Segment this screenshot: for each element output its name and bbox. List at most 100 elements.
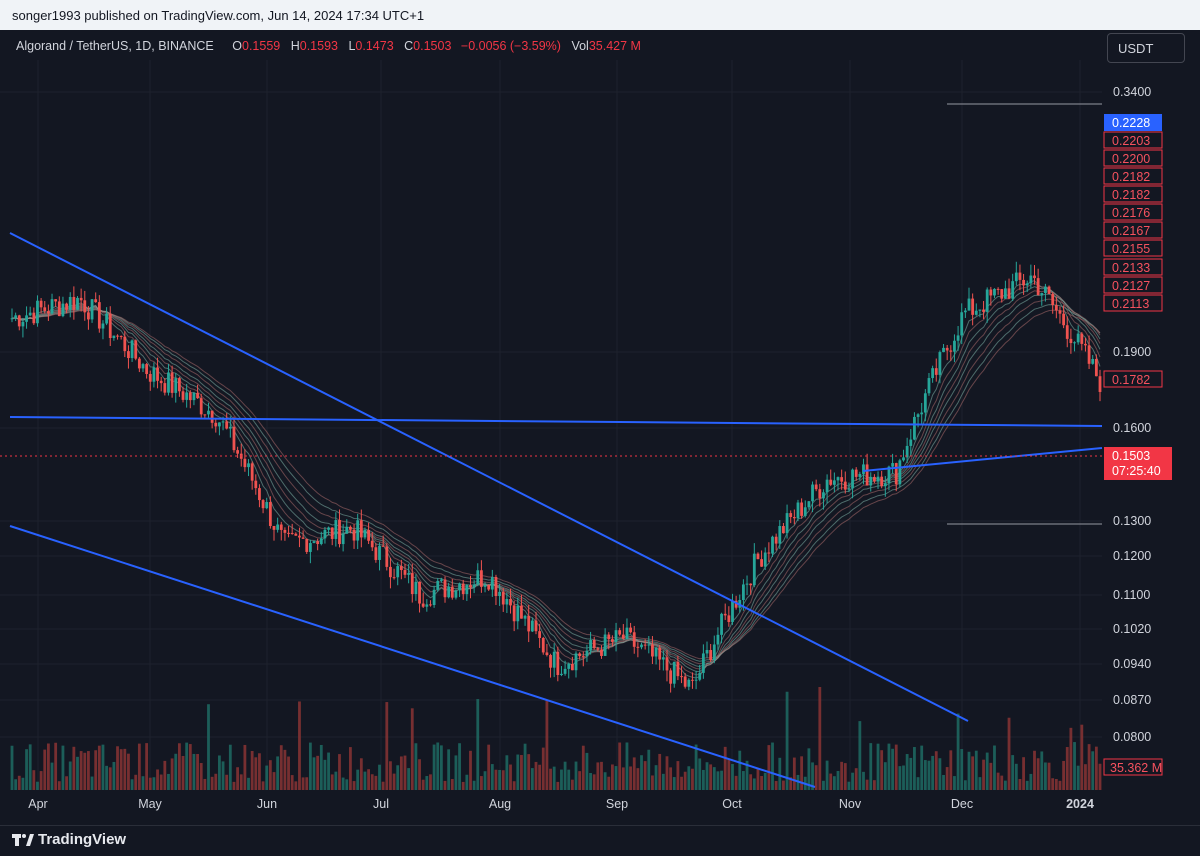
volume-bar bbox=[494, 769, 498, 790]
volume-bar bbox=[247, 777, 250, 790]
candle-body bbox=[1022, 279, 1025, 286]
candle-body bbox=[72, 296, 76, 310]
volume-bar bbox=[640, 755, 643, 790]
candle-body bbox=[1003, 288, 1007, 299]
ema-line bbox=[11, 304, 1101, 662]
candle-body bbox=[141, 364, 145, 369]
volume-bar bbox=[378, 764, 381, 790]
volume-bar bbox=[782, 780, 785, 790]
high-label: H bbox=[290, 39, 300, 53]
candle-body bbox=[407, 573, 411, 575]
volume-bar bbox=[174, 753, 178, 790]
volume-bar bbox=[996, 772, 1000, 790]
volume-bar bbox=[909, 757, 913, 790]
time-axis-label: Nov bbox=[839, 797, 862, 811]
volume-bar bbox=[723, 746, 727, 790]
price-tag-label: 0.2167 bbox=[1112, 224, 1150, 238]
volume-bar bbox=[432, 744, 436, 790]
candle-body bbox=[352, 529, 356, 541]
volume-bar bbox=[61, 745, 65, 790]
volume-bar bbox=[756, 768, 760, 790]
volume-bar bbox=[552, 766, 556, 790]
candle-body bbox=[763, 552, 767, 567]
candle-body bbox=[374, 547, 378, 560]
candle-body bbox=[1087, 345, 1091, 364]
countdown-label: 07:25:40 bbox=[1112, 464, 1161, 478]
candle-body bbox=[1011, 281, 1015, 299]
candle-body bbox=[105, 313, 109, 324]
volume-bar bbox=[403, 755, 407, 790]
volume-bar bbox=[119, 749, 123, 790]
candle-body bbox=[523, 615, 527, 619]
candle-body bbox=[268, 502, 272, 526]
candle-body bbox=[14, 315, 18, 319]
candle-body bbox=[589, 640, 592, 651]
candle-body bbox=[316, 541, 320, 545]
ohlc-legend: Algorand / TetherUS, 1D, BINANCE O0.1559… bbox=[16, 39, 641, 53]
candle-body bbox=[654, 647, 658, 657]
volume-bar bbox=[399, 756, 403, 790]
vol-label: Vol bbox=[571, 39, 589, 53]
volume-bar bbox=[789, 777, 793, 790]
volume-bar bbox=[327, 752, 330, 790]
volume-bar bbox=[334, 771, 338, 790]
candle-body bbox=[232, 426, 236, 451]
candle-body bbox=[789, 513, 793, 518]
price-tag-label: 0.2182 bbox=[1112, 170, 1150, 184]
volume-bar bbox=[687, 766, 691, 790]
volume-bar bbox=[319, 744, 323, 790]
volume-bar bbox=[698, 758, 702, 790]
candle-body bbox=[1054, 305, 1058, 311]
candle-body bbox=[192, 393, 196, 401]
volume-bar bbox=[891, 748, 894, 790]
volume-bar bbox=[250, 751, 254, 790]
candle-body bbox=[1091, 358, 1095, 364]
candle-body bbox=[600, 649, 603, 656]
candle-body bbox=[279, 524, 283, 530]
candle-body bbox=[676, 661, 680, 677]
volume-bar bbox=[982, 759, 985, 790]
price-tag-label: 0.2200 bbox=[1112, 152, 1150, 166]
candle-body bbox=[651, 644, 654, 657]
price-tag-label: 0.2182 bbox=[1112, 188, 1150, 202]
attribution-bar: songer1993 published on TradingView.com,… bbox=[0, 0, 1200, 30]
volume-bar bbox=[305, 777, 309, 790]
volume-bar bbox=[523, 743, 527, 790]
volume-bar bbox=[279, 745, 283, 790]
volume-bar bbox=[498, 769, 501, 790]
volume-bar bbox=[112, 761, 116, 790]
volume-bar bbox=[192, 753, 196, 790]
volume-bar bbox=[654, 765, 658, 790]
chart-area[interactable]: 0.3400 0.1900 0.1600 0.1300 0.1200 0.1100 0.10… bbox=[0, 30, 1200, 825]
candle-body bbox=[985, 289, 989, 312]
candle-body bbox=[782, 526, 785, 534]
volume-bar bbox=[43, 749, 47, 790]
price-tag-label: 0.2127 bbox=[1112, 279, 1150, 293]
volume-bar bbox=[512, 781, 516, 790]
volume-bar bbox=[516, 754, 520, 790]
volume-bar bbox=[920, 745, 924, 790]
candle-body bbox=[469, 585, 472, 588]
volume-bar bbox=[294, 781, 298, 790]
candle-body bbox=[185, 392, 189, 400]
volume-bar bbox=[1098, 763, 1102, 790]
price-chart[interactable]: 0.3400 0.1900 0.1600 0.1300 0.1200 0.1100 0.10… bbox=[0, 30, 1200, 825]
volume-bar bbox=[338, 754, 341, 790]
candle-body bbox=[516, 605, 520, 622]
volume-bar bbox=[556, 781, 560, 790]
candle-body bbox=[1040, 293, 1044, 296]
candle-body bbox=[505, 599, 509, 605]
volume-bar bbox=[836, 770, 840, 790]
candle-body bbox=[46, 311, 50, 314]
volume-bar bbox=[949, 750, 953, 790]
time-axis-label: Sep bbox=[606, 797, 628, 811]
volume-bar bbox=[527, 754, 531, 790]
candle-body bbox=[996, 288, 1000, 290]
currency-button[interactable]: USDT bbox=[1107, 33, 1185, 63]
symbol-name[interactable]: Algorand / TetherUS, 1D, BINANCE bbox=[16, 39, 214, 53]
volume-bar bbox=[520, 755, 523, 790]
volume-bar bbox=[367, 769, 371, 790]
candle-body bbox=[436, 580, 440, 590]
candle-body bbox=[43, 307, 47, 312]
volume-bar bbox=[483, 771, 487, 790]
